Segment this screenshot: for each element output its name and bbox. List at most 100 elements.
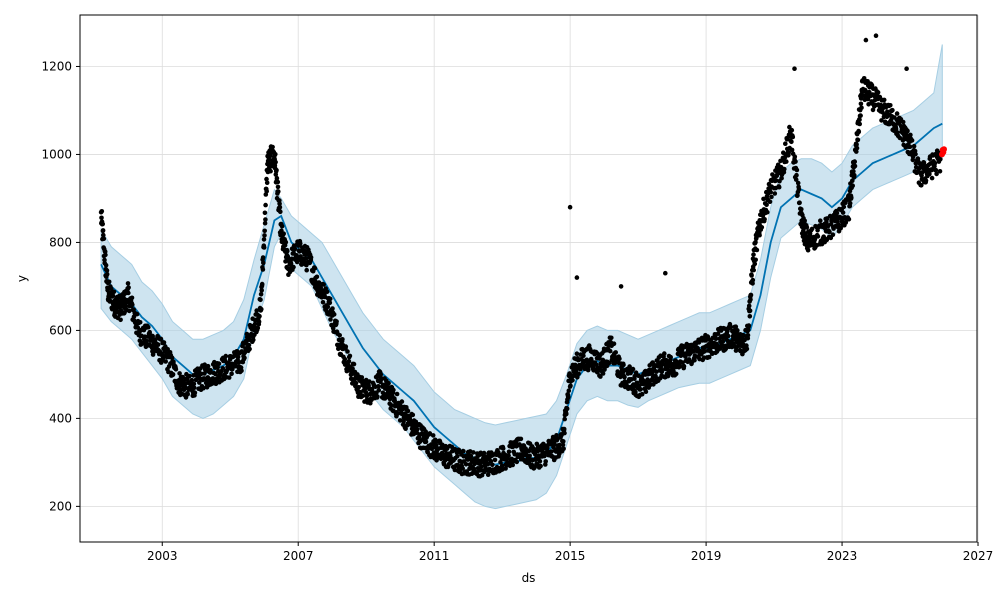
y-tick-label: 400 [49,411,72,425]
observed-point [617,356,622,362]
observed-point [389,403,394,408]
observed-point [735,328,740,333]
observed-point [386,380,391,386]
observed-point [858,113,863,118]
observed-point [490,462,495,468]
x-tick-label: 2019 [691,549,722,563]
observed-point [247,346,252,352]
observed-point [549,449,554,454]
observed-point [277,201,282,206]
observed-point [497,452,503,458]
observed-point [609,335,614,341]
observed-point [378,372,384,377]
observed-point [510,462,515,468]
observed-point [375,394,380,399]
observed-point [123,303,129,309]
observed-point [261,245,267,250]
observed-point [481,450,487,456]
observed-point [750,281,755,286]
observed-point [312,265,318,271]
x-tick-label: 2015 [555,549,586,563]
observed-point [189,377,195,383]
observed-point [506,453,511,458]
observed-point [285,248,290,254]
observed-point [327,296,333,302]
observed-point [770,172,775,177]
observed-point [841,204,847,210]
observed-point [600,371,606,376]
observed-point [264,189,270,194]
observed-point [155,342,161,347]
observed-point [852,159,857,164]
observed-point [273,152,278,157]
observed-point [893,126,899,132]
observed-point [613,350,618,355]
observed-point [103,262,109,268]
observed-point [391,387,396,393]
observed-point [720,339,726,344]
observed-point [852,172,857,178]
observed-point [254,308,259,313]
observed-point [279,224,285,229]
observed-point [130,302,135,308]
observed-point [191,385,197,391]
highlight-point [941,146,947,153]
observed-point [809,226,815,232]
observed-point [485,462,491,467]
observed-point [423,439,429,445]
observed-point [264,180,270,185]
observed-point [316,280,322,285]
observed-point [677,363,683,369]
observed-point [753,257,758,263]
observed-point [213,371,218,377]
observed-point [518,436,524,442]
observed-point [99,215,104,221]
observed-point [252,321,258,327]
observed-point [346,359,352,364]
observed-point [790,134,796,140]
observed-point [274,175,280,181]
observed-point [100,221,105,227]
observed-point [261,260,266,266]
x-tick-label: 2011 [419,549,450,563]
observed-point [342,356,348,362]
observed-point [101,236,107,241]
observed-point [850,178,855,183]
observed-point [744,346,750,352]
observed-point [879,118,884,123]
observed-point [857,117,862,122]
observed-point [728,324,734,330]
observed-spike-point [663,270,668,276]
observed-point [283,259,288,264]
observed-point [804,225,810,230]
observed-point [786,150,791,155]
observed-point [662,351,667,356]
observed-point [794,167,800,173]
observed-point [205,363,211,369]
observed-point [126,285,131,290]
observed-point [109,286,114,292]
observed-point [134,311,140,317]
observed-point [783,141,788,146]
highlight-points-layer [939,146,947,158]
observed-point [223,353,229,359]
observed-point [681,363,687,369]
observed-points-layer [98,33,943,479]
observed-point [146,324,151,330]
observed-point [463,462,469,467]
observed-point [561,439,566,444]
observed-point [794,172,799,178]
observed-point [673,371,679,377]
observed-point [263,202,268,208]
observed-point [283,240,289,245]
observed-point [839,219,845,224]
observed-point [847,200,853,206]
observed-point [455,454,460,459]
observed-point [538,463,543,469]
observed-point [575,375,580,380]
observed-point [908,132,913,138]
observed-point [881,97,887,103]
observed-point [851,169,856,174]
observed-point [262,210,268,216]
observed-point [367,379,372,384]
